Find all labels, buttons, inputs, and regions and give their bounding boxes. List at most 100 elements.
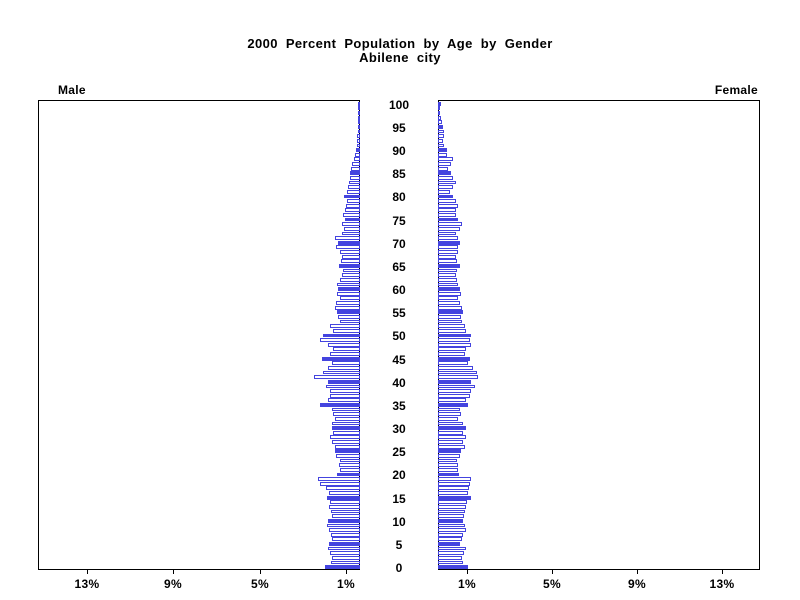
chart-title: 2000 Percent Population by Age by Gender xyxy=(247,36,553,51)
female-bar-age-57 xyxy=(438,301,460,305)
male-bar-age-41 xyxy=(314,375,360,380)
female-bar-age-70 xyxy=(438,240,460,245)
female-bar-age-42 xyxy=(438,370,477,375)
male-bar-age-61 xyxy=(337,282,360,287)
age-axis-label-65: 65 xyxy=(392,259,406,274)
male-bar-age-6 xyxy=(332,537,360,542)
female-bar-age-45 xyxy=(438,356,470,361)
male-bar-age-32 xyxy=(335,416,360,421)
female-bar-age-40 xyxy=(438,379,471,384)
male-bar-age-43 xyxy=(328,365,360,370)
male-bar-age-30 xyxy=(332,426,360,430)
male-bar-age-93 xyxy=(357,134,360,139)
female-bar-age-23 xyxy=(438,458,457,463)
female-bar-age-47 xyxy=(438,347,466,352)
male-bar-age-98 xyxy=(358,111,360,115)
age-axis-label-0: 0 xyxy=(395,561,403,576)
female-bar-age-92 xyxy=(438,138,443,143)
male-bar-age-73 xyxy=(344,226,360,231)
x-axis-label-left-13pct: 13% xyxy=(74,577,100,591)
female-bar-age-8 xyxy=(438,528,466,532)
male-bar-age-76 xyxy=(343,213,360,217)
female-bar-age-94 xyxy=(438,129,444,134)
age-axis-label-75: 75 xyxy=(392,213,406,228)
male-bar-age-88 xyxy=(354,157,360,162)
male-bar-age-91 xyxy=(357,143,360,148)
female-bar-age-93 xyxy=(438,134,444,139)
male-bar-age-57 xyxy=(336,301,360,305)
x-axis-tick-right-1pct xyxy=(467,569,468,574)
male-bar-age-29 xyxy=(333,430,360,435)
age-axis-label-45: 45 xyxy=(392,352,406,367)
male-bar-age-5 xyxy=(329,542,360,546)
female-bar-age-78 xyxy=(438,203,458,208)
female-bar-age-89 xyxy=(438,152,447,157)
female-bar-age-88 xyxy=(438,157,453,162)
male-bar-age-46 xyxy=(330,352,360,356)
male-bar-age-31 xyxy=(332,421,360,426)
female-bar-age-15 xyxy=(438,495,471,500)
male-bar-age-7 xyxy=(331,532,360,537)
male-bar-age-12 xyxy=(331,509,360,514)
male-bar-age-33 xyxy=(333,412,360,417)
male-bar-age-80 xyxy=(344,194,360,199)
female-bar-age-0 xyxy=(438,565,468,569)
x-axis-tick-right-5pct xyxy=(552,569,553,574)
x-axis-label-right-9pct: 9% xyxy=(628,577,646,591)
female-bar-age-19 xyxy=(438,477,471,481)
male-bar-age-19 xyxy=(318,477,360,481)
female-bar-age-90 xyxy=(438,148,447,152)
x-axis-label-right-13pct: 13% xyxy=(709,577,735,591)
female-bar-age-79 xyxy=(438,199,456,203)
age-axis-label-25: 25 xyxy=(392,445,406,460)
female-bar-age-87 xyxy=(438,162,451,166)
male-bar-age-72 xyxy=(342,231,360,236)
male-bar-age-0 xyxy=(325,565,360,569)
female-bar-age-2 xyxy=(438,555,462,560)
x-axis-tick-right-13pct xyxy=(722,569,723,574)
x-axis-tick-right-9pct xyxy=(637,569,638,574)
age-axis: 0 5 10 15 20 25 30 35 40 45 50 55 60 65 70 75 80 85 90 95 10… xyxy=(360,97,438,575)
female-panel-label: Female xyxy=(714,83,758,97)
male-bar-age-99 xyxy=(358,106,360,111)
male-bar-age-68 xyxy=(340,250,360,254)
female-bar-age-46 xyxy=(438,352,465,356)
female-bar-age-97 xyxy=(438,115,441,120)
female-bar-age-72 xyxy=(438,231,456,236)
female-bar-age-33 xyxy=(438,412,461,417)
female-bar-age-83 xyxy=(438,180,456,185)
female-bar-age-49 xyxy=(438,338,470,342)
female-bar-age-7 xyxy=(438,532,463,537)
female-bar-age-44 xyxy=(438,361,468,366)
female-bar-age-41 xyxy=(438,375,478,380)
male-bar-age-40 xyxy=(328,379,360,384)
female-bar-age-74 xyxy=(438,222,462,227)
female-bar-age-48 xyxy=(438,342,471,347)
age-axis-label-20: 20 xyxy=(392,468,406,483)
female-bar-age-85 xyxy=(438,171,451,176)
male-bar-age-95 xyxy=(358,125,360,129)
male-bar-age-62 xyxy=(340,277,360,282)
male-bar-age-56 xyxy=(335,305,360,310)
male-bar-age-17 xyxy=(326,486,360,491)
male-bar-age-82 xyxy=(348,185,360,190)
female-bar-age-35 xyxy=(438,403,468,407)
male-bar-age-100 xyxy=(358,101,360,106)
x-axis-label-left-5pct: 5% xyxy=(251,577,269,591)
age-axis-label-100: 100 xyxy=(388,97,410,112)
male-bar-age-2 xyxy=(332,555,360,560)
age-axis-label-5: 5 xyxy=(395,537,403,552)
male-bar-age-53 xyxy=(340,319,360,324)
female-bar-age-26 xyxy=(438,444,465,449)
male-bar-age-63 xyxy=(342,273,360,278)
female-bar-age-99 xyxy=(438,106,440,111)
female-bar-age-69 xyxy=(438,245,458,250)
male-bar-age-77 xyxy=(345,208,360,213)
male-bar-age-26 xyxy=(335,444,360,449)
male-bar-age-64 xyxy=(343,268,360,273)
female-bar-age-38 xyxy=(438,389,471,393)
age-axis-label-80: 80 xyxy=(392,190,406,205)
male-bar-age-13 xyxy=(329,504,360,509)
male-bar-age-86 xyxy=(351,166,360,171)
female-bar-age-31 xyxy=(438,421,463,426)
